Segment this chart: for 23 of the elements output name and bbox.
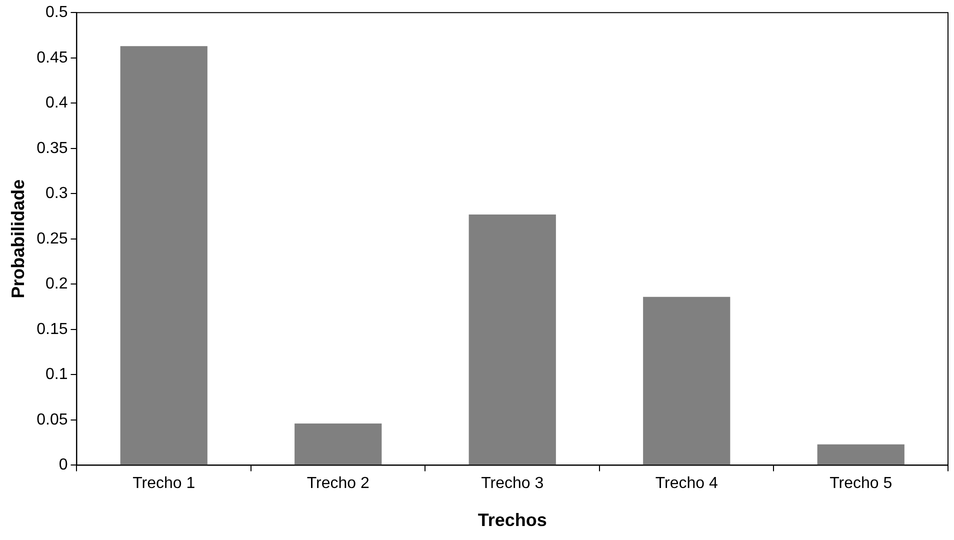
y-axis-title: Probabilidade	[8, 179, 28, 298]
x-tick-label: Trecho 2	[306, 475, 370, 492]
y-tick-label: 0.45	[36, 49, 68, 66]
y-tick-label: 0	[58, 456, 68, 474]
bar	[817, 444, 904, 465]
bar	[294, 424, 382, 465]
bar	[643, 296, 730, 465]
y-tick-label: 0.3	[45, 185, 68, 202]
bar	[468, 214, 556, 465]
x-tick-label: Trecho 5	[830, 475, 892, 492]
y-tick-label: 0.4	[45, 94, 68, 112]
y-tick-label: 0.5	[45, 4, 68, 22]
y-tick-label: 0.35	[36, 140, 68, 157]
y-tick-label: 0.1	[45, 366, 68, 384]
y-tick-label: 0.15	[36, 320, 68, 338]
x-tick-label: Trecho 1	[132, 475, 196, 492]
y-tick-label: 0.2	[45, 276, 68, 293]
x-tick-label: Trecho 3	[481, 475, 544, 492]
y-tick-label: 0.25	[36, 230, 68, 248]
x-axis-title: Trechos	[478, 510, 547, 530]
bar	[120, 46, 208, 465]
y-tick-label: 0.05	[36, 411, 68, 428]
x-tick-label: Trecho 4	[655, 475, 718, 492]
